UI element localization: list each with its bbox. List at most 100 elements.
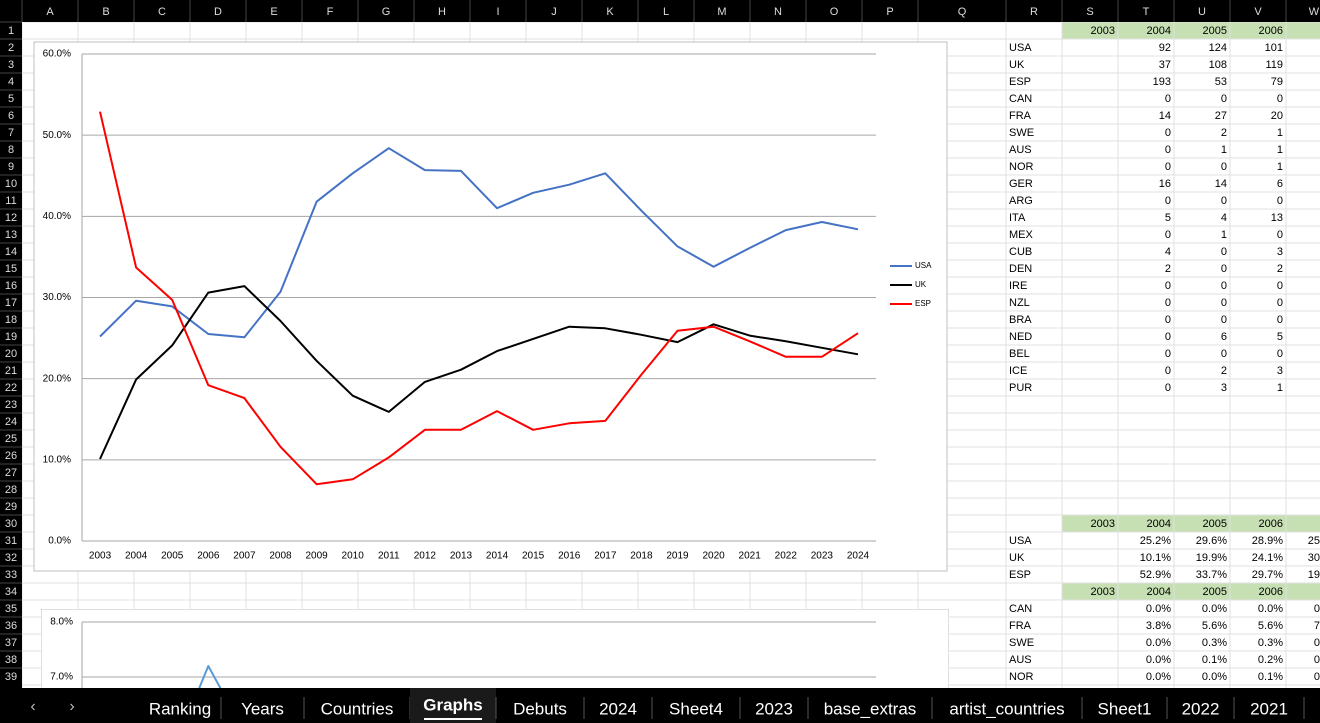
sheet-tab[interactable]: Debuts [513,699,567,718]
active-tab-bg [410,688,496,723]
row-header: 12 [5,212,17,224]
tab-bar [0,688,1320,723]
value-cell: 6 [1221,331,1227,343]
value-cell: 0 [1277,93,1283,105]
country-cell: NZL [1009,297,1030,309]
country-cell: USA [1009,535,1032,547]
x-tick-label: 2014 [486,551,509,562]
header-cell [1118,515,1174,532]
header-cell [1174,515,1230,532]
value-cell: 0 [1165,348,1171,360]
country-cell: CUB [1009,246,1032,258]
value-cell: 0 [1165,127,1171,139]
sheet-tab[interactable]: 2021 [1250,699,1288,718]
header-cell [1230,515,1286,532]
year-header: 2006 [1259,518,1283,530]
year-header: 2004 [1147,518,1171,530]
series-line [99,111,859,486]
sheet-tab[interactable]: artist_countries [949,699,1064,718]
x-tick-label: 2017 [594,551,617,562]
series-line [99,147,859,339]
sheet-tab[interactable]: base_extras [824,699,917,718]
row-header: 18 [5,314,17,326]
value-cell: 1 [1221,229,1227,241]
value-cell: 0.0% [1146,654,1171,666]
x-tick-label: 2003 [89,551,112,562]
country-cell: CAN [1009,93,1032,105]
value-cell: 19.2% [1308,569,1320,581]
header-cell [1286,515,1320,532]
sheet-tab[interactable]: Sheet1 [1098,699,1152,718]
country-cell: NED [1009,331,1032,343]
column-header: E [270,6,277,18]
year-header: 2004 [1147,25,1171,37]
chart: 7.0% 8.0% [41,609,949,688]
value-cell: 0.4% [1314,671,1320,683]
value-cell: 27 [1215,110,1227,122]
row-header: 32 [5,552,17,564]
sheet-tab[interactable]: Countries [321,699,394,718]
column-header: U [1198,6,1206,18]
row-header: 24 [5,416,17,428]
value-cell: 13 [1271,212,1283,224]
column-header: P [886,6,893,18]
x-tick-label: 2006 [197,551,220,562]
x-tick-label: 2019 [666,551,689,562]
value-cell: 0 [1221,314,1227,326]
row-header: 13 [5,229,17,241]
sheet-tab[interactable]: Sheet4 [669,699,723,718]
header-cell [1062,22,1118,39]
value-cell: 2 [1165,263,1171,275]
value-cell: 0 [1221,246,1227,258]
row-header: 6 [8,110,14,122]
value-cell: 0.2% [1258,654,1283,666]
value-cell: 0.0% [1202,671,1227,683]
row-header: 34 [5,586,17,598]
column-header: M [717,6,726,18]
value-cell: 16 [1159,178,1171,190]
country-cell: NOR [1009,671,1034,683]
header-cell [1062,583,1118,600]
row-header: 10 [5,178,17,190]
sheet-tab[interactable]: Years [241,699,284,718]
value-cell: 3.8% [1146,620,1171,632]
legend-label: ESP [915,299,931,308]
y-tick-label: 7.0% [50,672,73,683]
value-cell: 0 [1277,229,1283,241]
value-cell: 4 [1165,246,1171,258]
value-cell: 0 [1277,314,1283,326]
row-header: 30 [5,518,17,530]
value-cell: 0.0% [1258,603,1283,615]
header-cell [1286,22,1320,39]
legend-label: USA [915,261,932,270]
x-tick-label: 2012 [414,551,437,562]
value-cell: 0.0% [1202,603,1227,615]
column-header: N [774,6,782,18]
value-cell: 0 [1165,297,1171,309]
value-cell: 5.6% [1258,620,1283,632]
row-header: 7 [8,127,14,139]
value-cell: 3 [1277,246,1283,258]
row-header: 16 [5,280,17,292]
value-cell: 25.2% [1140,535,1171,547]
column-header: S [1086,6,1093,18]
x-tick-label: 2015 [522,551,545,562]
country-cell: ITA [1009,212,1026,224]
value-cell: 33.7% [1196,569,1227,581]
value-cell: 0.0% [1146,637,1171,649]
value-cell: 0 [1165,229,1171,241]
sheet-tab[interactable]: 2023 [755,699,793,718]
header-cell [1230,583,1286,600]
sheet-tab[interactable]: Ranking [149,699,211,718]
sheet-tab[interactable]: 2022 [1182,699,1220,718]
country-cell: UK [1009,59,1025,71]
country-cell: BRA [1009,314,1032,326]
value-cell: 0.3% [1258,637,1283,649]
row-header: 23 [5,399,17,411]
sheet-tab[interactable]: Graphs [423,695,483,714]
year-header: 2003 [1091,518,1115,530]
value-cell: 0.2% [1314,603,1320,615]
value-cell: 1 [1277,382,1283,394]
sheet-tab[interactable]: 2024 [599,699,637,718]
